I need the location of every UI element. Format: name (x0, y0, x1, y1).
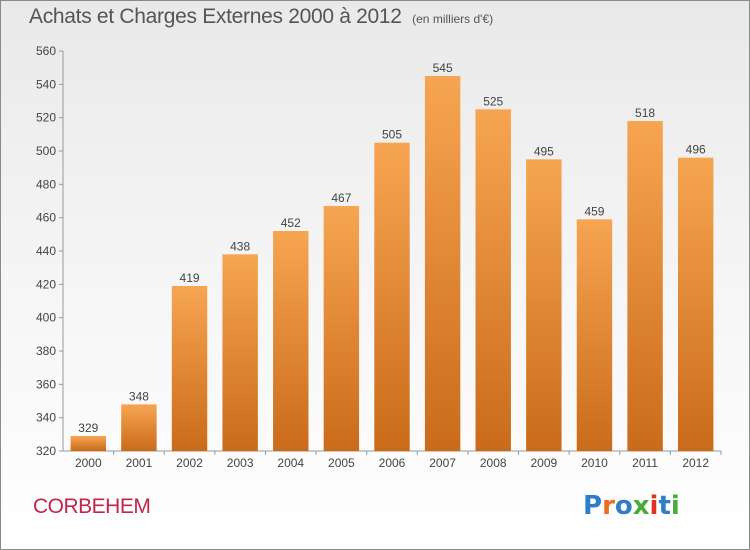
x-tick-label: 2007 (429, 456, 456, 470)
bar (121, 404, 157, 451)
bar (576, 219, 613, 451)
y-tick-label: 560 (36, 44, 56, 58)
bar (374, 142, 410, 451)
data-label: 518 (635, 106, 655, 120)
x-tick-label: 2004 (277, 456, 304, 470)
x-tick-label: 2000 (75, 456, 102, 470)
bar (222, 254, 258, 451)
brand-letter: o (614, 491, 633, 521)
y-tick-label: 500 (36, 144, 56, 158)
y-tick-label: 540 (36, 77, 56, 91)
bar (171, 286, 208, 451)
y-tick-label: 320 (36, 444, 56, 458)
chart-unit: (en milliers d'€) (412, 12, 494, 26)
proxiti-logo: Proxiti (583, 491, 680, 521)
bar (70, 436, 107, 451)
bar (424, 76, 461, 451)
y-tick-label: 400 (36, 311, 56, 325)
chart-title: Achats et Charges Externes 2000 à 2012 (29, 5, 402, 28)
brand-letter: r (602, 491, 615, 521)
bar (323, 206, 360, 451)
bar (526, 159, 562, 452)
data-label: 452 (281, 216, 301, 230)
y-tick-label: 440 (36, 244, 56, 258)
brand-letter: t (658, 491, 671, 521)
x-tick-label: 2005 (328, 456, 355, 470)
data-label: 459 (584, 204, 604, 218)
x-tick-label: 2011 (632, 456, 658, 470)
y-tick-label: 360 (36, 377, 56, 391)
y-tick-label: 480 (36, 177, 56, 191)
chart-title-row: Achats et Charges Externes 2000 à 2012 (… (29, 5, 493, 29)
x-tick-label: 2010 (581, 456, 608, 470)
data-label: 419 (180, 271, 200, 285)
y-tick-label: 380 (36, 344, 56, 358)
bar (677, 157, 714, 451)
x-tick-label: 2002 (176, 456, 203, 470)
bar (273, 231, 309, 451)
data-label: 438 (230, 239, 250, 253)
data-label: 496 (686, 143, 706, 157)
y-tick-label: 420 (36, 277, 56, 291)
data-label: 329 (78, 421, 98, 435)
data-label: 495 (534, 144, 554, 158)
y-tick-label: 520 (36, 111, 56, 125)
y-tick-label: 460 (36, 211, 56, 225)
bar (475, 109, 511, 451)
data-label: 545 (433, 61, 453, 75)
brand-letter: i (649, 491, 659, 521)
brand-letter: x (632, 491, 650, 521)
x-tick-label: 2001 (126, 456, 153, 470)
y-tick-label: 340 (36, 411, 56, 425)
brand-letter: i (670, 491, 680, 521)
data-label: 467 (331, 191, 351, 205)
x-tick-label: 2008 (480, 456, 507, 470)
x-tick-label: 2003 (227, 456, 254, 470)
commune-name: CORBEHEM (33, 495, 151, 518)
x-tick-label: 2006 (379, 456, 406, 470)
data-label: 505 (382, 128, 402, 142)
data-label: 525 (483, 94, 503, 108)
brand-letter: P (583, 491, 603, 521)
x-tick-label: 2012 (682, 456, 709, 470)
data-label: 348 (129, 389, 149, 403)
x-tick-label: 2009 (530, 456, 557, 470)
bar (627, 121, 663, 451)
